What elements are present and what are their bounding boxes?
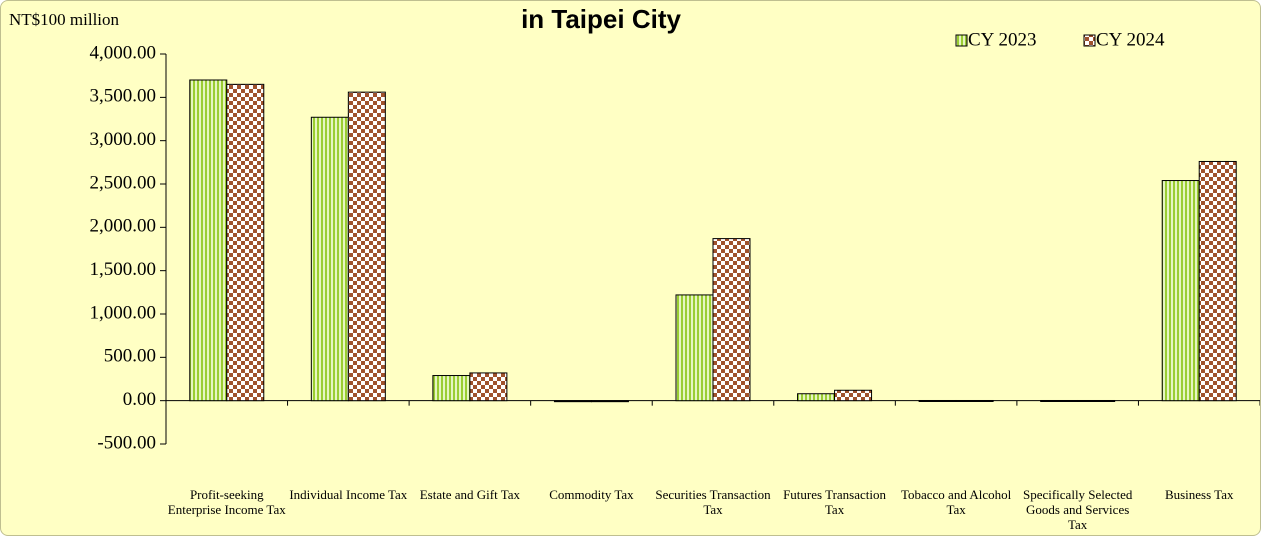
legend-swatch [1083,34,1096,47]
bar [712,238,751,402]
y-tick-label: 4,000.00 [90,42,157,63]
bar [955,399,994,402]
y-tick-label: 3,000.00 [90,129,157,150]
y-tick-label: 2,500.00 [90,172,157,193]
chart-title: in Taipei City [521,4,681,34]
y-tick-label: 2,000.00 [90,216,157,237]
x-tick-label: Futures Transaction Tax [783,487,886,517]
x-tick-label: Business Tax [1164,487,1234,502]
bar [1198,160,1237,402]
x-tick-label: Estate and Gift Tax [419,487,521,502]
y-axis-label: NT$100 million [9,10,120,29]
bar [1040,399,1079,402]
y-tick-label: -500.00 [97,432,156,453]
x-tick-label: Individual Income Tax [289,487,408,502]
bar [1077,399,1116,402]
bar [918,399,957,402]
bar [310,116,349,402]
bar [226,83,265,402]
x-tick-label: Specifically Selected Goods and Services… [1022,487,1133,532]
y-tick-label: 3,500.00 [90,86,157,107]
legend-label: CY 2024 [1096,29,1165,50]
y-tick-label: 1,500.00 [90,259,157,280]
bar [797,393,836,402]
bar [347,91,386,402]
y-tick-label: 0.00 [123,389,156,410]
bar [834,389,873,402]
x-tick-label: Commodity Tax [549,487,634,502]
legend-label: CY 2023 [968,29,1036,50]
x-tick-label: Tobacco and Alcohol Tax [900,487,1012,517]
bar [432,375,471,402]
x-tick-label: Profit-seeking Enterprise Income Tax [167,487,286,517]
x-tick-label: Securities Transaction Tax [655,487,771,517]
bar [553,400,592,403]
bar [675,294,714,402]
legend-swatch [955,34,968,47]
bar [469,372,508,402]
y-tick-label: 500.00 [104,346,156,367]
bar [189,79,228,402]
bar [1161,180,1200,402]
bar [590,400,629,403]
y-tick-label: 1,000.00 [90,302,157,323]
